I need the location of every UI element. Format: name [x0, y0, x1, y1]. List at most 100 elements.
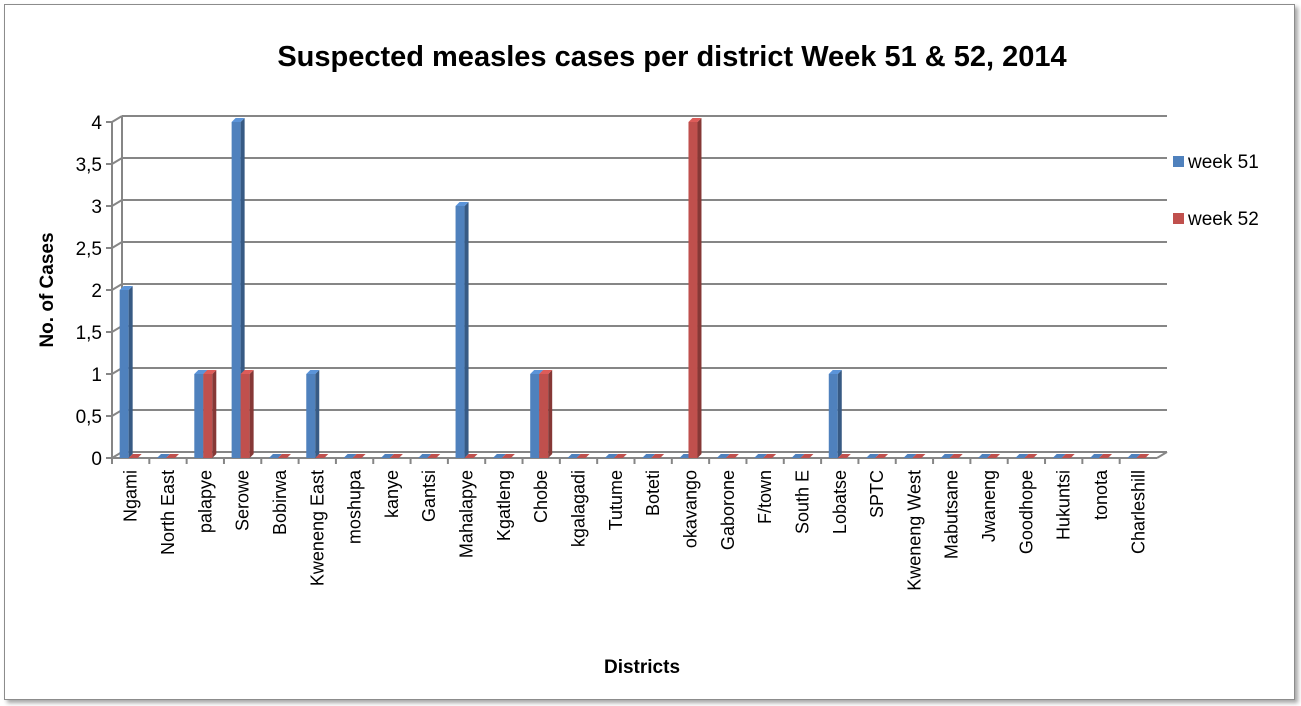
- bar-week-52-ngami: [128, 454, 142, 458]
- bar-week-51-mahalapye: [455, 202, 469, 458]
- x-category-label: Charleshill: [1128, 470, 1148, 554]
- y-axis-ticks: 0 0,5 1 1,5 2 2,5 3 3,5 4: [76, 113, 103, 470]
- legend-item-week-51: week 51: [1173, 152, 1259, 173]
- bar-week-52-jwaneng: [987, 454, 1001, 458]
- x-category-label: North East: [158, 470, 178, 555]
- gridline-side: [111, 115, 123, 123]
- x-category-label: moshupa: [345, 469, 365, 544]
- x-category-label: Mabutsane: [942, 470, 962, 559]
- bar-week-52-boteti: [651, 454, 665, 458]
- bar-week-51-kweneng-west: [903, 454, 917, 458]
- bar-week-51-kweneng-east: [306, 370, 320, 458]
- bar-week-52-hukuntsi: [1061, 454, 1075, 458]
- y-tick-label: 1,5: [76, 323, 102, 344]
- bar-week-52-lobatse: [837, 454, 851, 458]
- bar-week-51-moshupa: [343, 454, 357, 458]
- bar-week-51-kgatleng: [492, 454, 506, 458]
- bars: [119, 118, 1150, 458]
- bar-week-51-jwaneng: [978, 454, 992, 458]
- y-tick-label: 1: [91, 365, 102, 386]
- legend-label: week 51: [1187, 152, 1259, 173]
- x-category-label: tonota: [1091, 469, 1111, 520]
- gridline-side: [111, 157, 123, 165]
- gridlines: [106, 115, 1168, 464]
- y-tick-label: 2: [91, 281, 102, 302]
- bar-week-52-gaborone: [725, 454, 739, 458]
- x-category-label: Boteti: [643, 470, 663, 516]
- bar-week-52-tutume: [613, 454, 627, 458]
- x-category-label: Lobatse: [830, 470, 850, 534]
- x-category-label: palapye: [195, 470, 215, 533]
- x-category-label: Kweneng East: [307, 470, 327, 586]
- bar-week-51-ngami: [119, 286, 133, 458]
- x-category-label: Goodhope: [1016, 470, 1036, 554]
- bar-week-51-gantsi: [418, 454, 432, 458]
- legend-swatch: [1173, 213, 1184, 224]
- bar-week-52-palapye: [203, 370, 217, 458]
- x-category-label: Gantsi: [419, 470, 439, 522]
- floor-edge: [1156, 451, 1168, 459]
- bar-week-52-mabutsane: [949, 454, 963, 458]
- legend-label: week 52: [1187, 209, 1259, 230]
- x-category-label: Jwaneng: [979, 470, 999, 542]
- y-tick-label: 3: [91, 197, 102, 218]
- bar-week-51-south-e: [791, 454, 805, 458]
- bar-week-52-north-east: [165, 454, 179, 458]
- bar-week-51-kanye: [380, 454, 394, 458]
- y-tick-label: 2,5: [76, 239, 102, 260]
- x-category-label: kanye: [382, 470, 402, 518]
- x-category-label: Mahalapye: [457, 470, 477, 558]
- x-category-label: Gaborone: [718, 470, 738, 550]
- bar-week-52-tonota: [1099, 454, 1113, 458]
- x-category-label: South E: [792, 470, 812, 534]
- x-category-label: Tutume: [606, 470, 626, 530]
- bar-week-52-moshupa: [352, 454, 366, 458]
- bar-week-52-kweneng-west: [912, 454, 926, 458]
- y-tick-label: 4: [91, 113, 102, 134]
- bar-week-51-charleshill: [1127, 454, 1141, 458]
- bar-week-51-mabutsane: [940, 454, 954, 458]
- bar-week-51-bobirwa: [268, 454, 282, 458]
- bar-week-52-gantsi: [427, 454, 441, 458]
- gridline-side: [111, 283, 123, 291]
- y-tick-label: 0,5: [76, 407, 102, 428]
- bar-week-51-tonota: [1090, 454, 1104, 458]
- x-category-label: F/town: [755, 470, 775, 524]
- y-tick-label: 3,5: [76, 155, 102, 176]
- bar-week-52-f-town: [763, 454, 777, 458]
- x-category-label: kgalagadi: [569, 470, 589, 547]
- x-category-label: Ngami: [121, 470, 141, 522]
- legend-swatch: [1173, 156, 1184, 167]
- bar-week-52-goodhope: [1024, 454, 1038, 458]
- bar-week-51-hukuntsi: [1052, 454, 1066, 458]
- bar-week-52-chobe: [539, 370, 553, 458]
- bar-week-51-boteti: [642, 454, 656, 458]
- chart-title: Suspected measles cases per district Wee…: [277, 41, 1066, 73]
- bar-week-51-f-town: [754, 454, 768, 458]
- legend: week 51 week 52: [1173, 152, 1259, 230]
- x-category-label: Kgatleng: [494, 470, 514, 541]
- gridline-side: [111, 241, 123, 249]
- bar-week-52-kanye: [389, 454, 403, 458]
- bar-week-52-charleshill: [1136, 454, 1150, 458]
- bar-week-52-sptc: [875, 454, 889, 458]
- bar-week-52-kweneng-east: [315, 454, 329, 458]
- x-category-label: Serowe: [233, 470, 253, 531]
- bar-week-52-mahalapye: [464, 454, 478, 458]
- y-tick-label: 0: [91, 449, 102, 470]
- gridline-side: [111, 199, 123, 207]
- bar-week-52-bobirwa: [277, 454, 291, 458]
- bar-week-51-goodhope: [1015, 454, 1029, 458]
- bar-week-51-kgalagadi: [567, 454, 581, 458]
- bar-week-52-kgatleng: [501, 454, 515, 458]
- chart-frame: [4, 4, 1295, 700]
- bar-week-52-south-e: [800, 454, 814, 458]
- bar-week-51-tutume: [604, 454, 618, 458]
- bar-week-51-gaborone: [716, 454, 730, 458]
- x-category-label: Chobe: [531, 470, 551, 523]
- bar-week-52-okavango: [688, 118, 702, 458]
- bar-week-51-lobatse: [828, 370, 842, 458]
- x-axis-category-labels: Ngami North East palapye Serowe Bobirwa Kwene…: [121, 469, 1149, 591]
- bar-week-52-serowe: [240, 370, 254, 458]
